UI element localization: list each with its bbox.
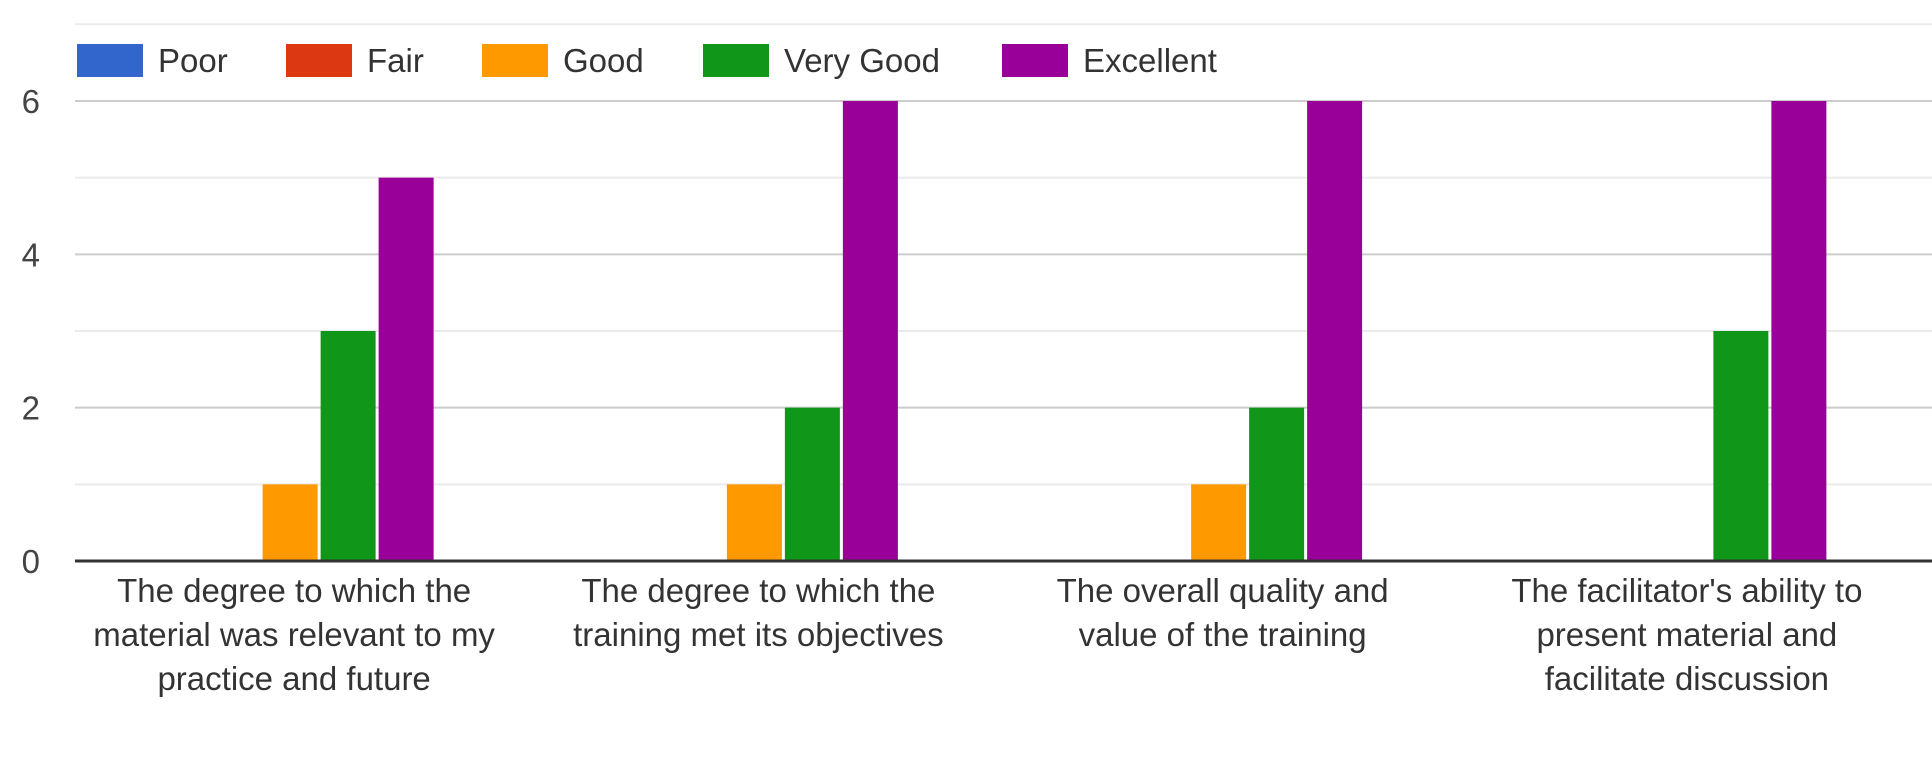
category-label: The overall quality and value of the trai… (1057, 572, 1389, 653)
bar-good (262, 484, 318, 561)
bar-good (726, 484, 782, 561)
legend-label: Poor (158, 42, 228, 79)
legend-swatch (1002, 44, 1068, 77)
category-label: The degree to which the material was rele… (93, 572, 495, 697)
legend-swatch (286, 44, 352, 77)
y-tick-label: 4 (22, 236, 40, 273)
category-label: The facilitator's ability to present mate… (1511, 572, 1862, 697)
bar-excellent (378, 177, 434, 561)
legend-label: Very Good (784, 42, 940, 79)
bar-excellent (842, 100, 898, 561)
bar-very-good (1249, 407, 1305, 561)
bar-excellent (1771, 100, 1827, 561)
legend-item-excellent: Excellent (1002, 42, 1217, 79)
legend-item-very-good: Very Good (703, 42, 940, 79)
category-labels: The degree to which the material was rele… (93, 572, 1862, 697)
legend-label: Excellent (1083, 42, 1217, 79)
bars (262, 100, 1827, 561)
legend-item-good: Good (482, 42, 644, 79)
y-tick-label: 2 (22, 390, 40, 427)
bar-excellent (1307, 100, 1363, 561)
legend-label: Fair (367, 42, 424, 79)
legend-swatch (482, 44, 548, 77)
bar-very-good (1713, 330, 1769, 561)
y-axis-ticks: 0 2 4 6 (22, 83, 40, 580)
legend-label: Good (563, 42, 644, 79)
bar-very-good (320, 330, 376, 561)
bar-very-good (784, 407, 840, 561)
legend-item-poor: Poor (77, 42, 228, 79)
category-label: The degree to which the training met its … (573, 572, 944, 653)
legend: Poor Fair Good Very Good Excellent (77, 42, 1217, 79)
y-tick-label: 6 (22, 83, 40, 120)
legend-swatch (77, 44, 143, 77)
bar-good (1191, 484, 1247, 561)
y-tick-label: 0 (22, 543, 40, 580)
legend-swatch (703, 44, 769, 77)
legend-item-fair: Fair (286, 42, 424, 79)
